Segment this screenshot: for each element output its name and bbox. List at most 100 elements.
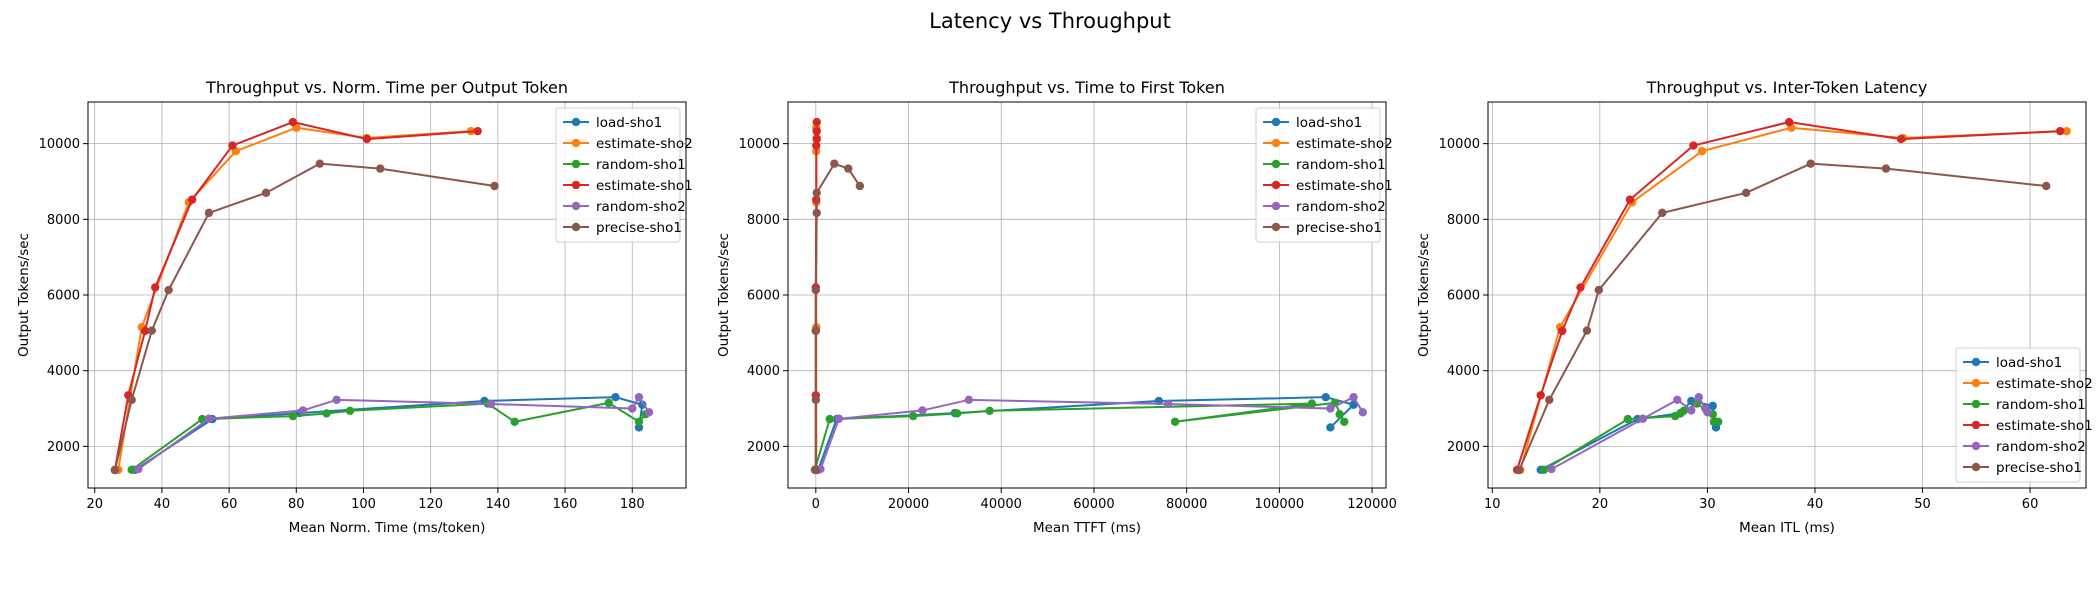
legend-label: estimate-sho1 [1296,178,1393,194]
data-point-random-sho2 [1359,408,1367,416]
data-point-random-sho1 [1335,410,1343,418]
x-axis-label: Mean Norm. Time (ms/token) [289,520,486,536]
legend-label: precise-sho1 [1996,460,2082,476]
data-point-estimate-sho2 [1698,147,1706,155]
data-point-estimate-sho1 [1897,135,1905,143]
legend-swatch-marker [1972,400,1980,408]
data-point-random-sho1 [346,407,354,415]
x-tick-label: 120000 [1347,497,1397,512]
legend-label: random-sho2 [596,199,686,215]
data-point-estimate-sho1 [188,195,196,203]
data-point-precise-sho1 [813,189,821,197]
legend-swatch-marker [1972,379,1980,387]
x-tick-label: 20000 [888,497,929,512]
x-tick-label: 40 [154,497,171,512]
data-point-random-sho2 [205,415,213,423]
x-tick-label: 40000 [981,497,1022,512]
data-point-precise-sho1 [490,182,498,190]
data-point-random-sho1 [322,409,330,417]
x-axis-label: Mean ITL (ms) [1739,520,1835,536]
y-axis-label: Output Tokens/sec [716,233,732,357]
x-tick-label: 140 [485,497,510,512]
legend-swatch-marker [1272,181,1280,189]
data-point-estimate-sho1 [1558,327,1566,335]
data-point-random-sho1 [1710,418,1718,426]
data-point-load-sho1 [611,393,619,401]
legend-label: random-sho1 [1296,157,1386,173]
legend-swatch-marker [572,181,580,189]
data-point-estimate-sho1 [1689,141,1697,149]
legend-label: random-sho1 [1996,397,2086,413]
legend: load-sho1estimate-sho2random-sho1estimat… [1256,108,1393,242]
series-line-precise-sho1 [115,164,495,471]
data-point-estimate-sho1 [363,135,371,143]
legend-label: estimate-sho2 [1996,376,2093,392]
data-point-random-sho1 [1540,466,1548,474]
x-tick-label: 80 [288,497,305,512]
x-tick-label: 50 [1914,497,1931,512]
y-tick-label: 8000 [47,213,80,228]
x-tick-label: 30 [1699,497,1716,512]
data-point-random-sho2 [835,415,843,423]
data-point-precise-sho1 [1806,159,1814,167]
data-point-random-sho2 [1547,465,1555,473]
legend-swatch-marker [1272,139,1280,147]
data-point-load-sho1 [1326,423,1334,431]
legend-swatch-marker [572,223,580,231]
legend-label: load-sho1 [1996,355,2062,371]
data-point-precise-sho1 [812,286,820,294]
data-point-random-sho1 [510,418,518,426]
y-tick-label: 8000 [747,213,780,228]
data-point-precise-sho1 [1545,396,1553,404]
y-tick-label: 10000 [739,137,780,152]
data-point-random-sho2 [332,396,340,404]
legend-swatch-marker [1972,442,1980,450]
legend-swatch-marker [572,118,580,126]
data-point-random-sho2 [918,406,926,414]
data-point-estimate-sho1 [2056,127,2064,135]
data-point-precise-sho1 [1742,189,1750,197]
chart-title: Throughput vs. Inter-Token Latency [1646,78,1928,97]
y-tick-label: 2000 [47,440,80,455]
legend-label: precise-sho1 [1296,220,1382,236]
data-point-precise-sho1 [844,164,852,172]
data-point-random-sho1 [605,399,613,407]
y-axis-label: Output Tokens/sec [1416,233,1432,357]
data-point-precise-sho1 [1882,164,1890,172]
data-point-random-sho1 [826,415,834,423]
data-point-random-sho1 [1624,415,1632,423]
data-point-precise-sho1 [813,209,821,217]
x-tick-label: 20 [1592,497,1609,512]
data-point-estimate-sho1 [1537,391,1545,399]
data-point-precise-sho1 [148,326,156,334]
data-point-precise-sho1 [127,396,135,404]
data-point-random-sho2 [1695,393,1703,401]
y-tick-label: 6000 [1447,289,1480,304]
data-point-precise-sho1 [856,182,864,190]
data-point-precise-sho1 [164,286,172,294]
legend-label: random-sho2 [1996,439,2086,455]
y-tick-label: 6000 [47,289,80,304]
y-tick-label: 8000 [1447,213,1480,228]
x-tick-label: 60 [2022,497,2039,512]
data-point-estimate-sho1 [813,127,821,135]
data-point-precise-sho1 [830,159,838,167]
data-point-random-sho1 [953,409,961,417]
x-tick-label: 180 [620,497,645,512]
legend-swatch-marker [572,202,580,210]
legend-swatch-marker [1972,358,1980,366]
data-point-random-sho1 [1308,399,1316,407]
y-tick-label: 10000 [39,137,80,152]
data-point-estimate-sho1 [1576,283,1584,291]
legend-label: estimate-sho2 [1296,136,1393,152]
data-point-precise-sho1 [376,164,384,172]
chart-title: Throughput vs. Time to First Token [948,78,1225,97]
data-point-random-sho1 [635,418,643,426]
data-point-precise-sho1 [262,189,270,197]
legend-label: load-sho1 [596,115,662,131]
legend-swatch-marker [1272,202,1280,210]
data-point-estimate-sho1 [151,283,159,291]
